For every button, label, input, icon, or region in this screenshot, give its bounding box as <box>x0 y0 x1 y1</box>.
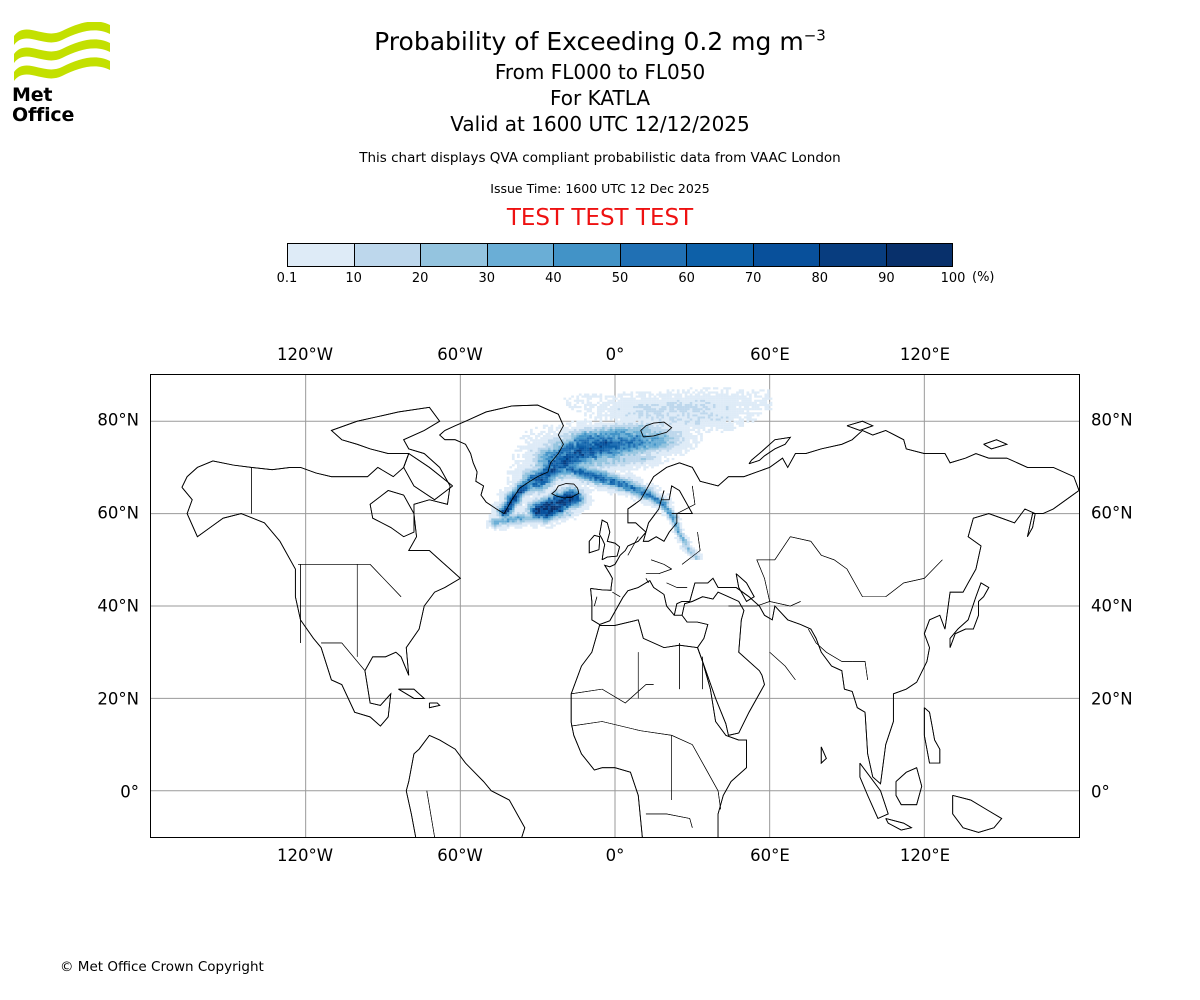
colorbar-tick-60: 60 <box>678 271 695 286</box>
lat-label-left-40°N: 40°N <box>97 596 139 616</box>
colorbar-unit-label: (%) <box>972 270 995 285</box>
lon-label-top-120°W: 120°W <box>276 345 334 364</box>
met-office-logo: Met Office <box>12 22 112 125</box>
colorbar-tick-90: 90 <box>878 271 895 286</box>
colorbar-band-8 <box>820 244 887 266</box>
map-canvas <box>151 375 1079 837</box>
lon-label-bot-0°: 0° <box>605 846 625 865</box>
lat-label-left-60°N: 60°N <box>97 503 139 523</box>
colorbar-band-1 <box>354 244 421 266</box>
colorbar-tick-100: 100 <box>940 271 966 286</box>
title-block: Probability of Exceeding 0.2 mg m−3 From… <box>0 0 1200 232</box>
lon-label-bot-120°E: 120°E <box>899 846 951 865</box>
map-gridlines <box>151 375 1079 837</box>
colorbar-band-0 <box>288 244 355 266</box>
lon-label-top-120°E: 120°E <box>899 345 951 364</box>
flight-levels-line: From FL000 to FL050 <box>494 60 706 84</box>
lat-label-right-80°N: 80°N <box>1091 410 1133 430</box>
world-map-plot[interactable] <box>150 374 1080 838</box>
logo-brand-text: Met Office <box>12 84 75 126</box>
lon-label-top-0°: 0° <box>605 345 625 364</box>
colorbar-tick-20: 20 <box>411 271 429 286</box>
lat-label-right-20°N: 20°N <box>1091 689 1133 709</box>
volcano-line: For KATLA <box>550 86 650 110</box>
colorbar-tick-80: 80 <box>811 271 829 286</box>
lat-label-left-80°N: 80°N <box>97 410 139 430</box>
colorbar-band-6 <box>687 244 754 266</box>
colorbar-tick-50: 50 <box>611 271 629 286</box>
colorbar-tick-40: 40 <box>545 271 562 286</box>
colorbar-band-3 <box>487 244 554 266</box>
page-title-text: Probability of Exceeding 0.2 mg m <box>374 27 804 56</box>
lat-label-right-40°N: 40°N <box>1091 596 1133 616</box>
lon-label-top-60°E: 60°E <box>750 345 790 364</box>
issue-time: Issue Time: 1600 UTC 12 Dec 2025 <box>490 181 710 196</box>
page-title-superscript: −3 <box>803 26 826 45</box>
colorbar-band-5 <box>620 244 687 266</box>
page-title: Probability of Exceeding 0.2 mg m−3 <box>0 25 1200 59</box>
lon-label-bot-60°E: 60°E <box>750 846 790 865</box>
colorbar-tick-70: 70 <box>744 271 762 286</box>
colorbar-tick-10: 10 <box>345 271 362 286</box>
copyright-text: © Met Office Crown Copyright <box>60 959 264 975</box>
ash-probability-field <box>486 387 773 560</box>
map-coastlines-overlay <box>181 404 1079 837</box>
colorbar-tick-30: 30 <box>478 271 496 286</box>
lon-label-bot-60°W: 60°W <box>437 846 483 865</box>
colorbar-tick-0.1: 0.1 <box>276 271 298 286</box>
lon-label-bot-120°W: 120°W <box>276 846 334 865</box>
lon-label-top-60°W: 60°W <box>437 345 483 364</box>
colorbar-band-2 <box>421 244 488 266</box>
qva-note: This chart displays QVA compliant probab… <box>359 150 841 166</box>
colorbar-tick-labels: 0.1 10 20 30 40 50 60 70 80 90 100 <box>277 271 966 293</box>
colorbar: 0.1 10 20 30 40 50 60 70 80 90 100 <box>277 243 966 293</box>
valid-time-line: Valid at 1600 UTC 12/12/2025 <box>450 112 750 136</box>
met-office-waves-icon <box>14 22 110 81</box>
colorbar-band-9 <box>886 244 952 266</box>
lat-label-left-20°N: 20°N <box>97 689 139 709</box>
test-banner: TEST TEST TEST <box>506 205 694 231</box>
colorbar-band-4 <box>554 244 621 266</box>
colorbar-band-7 <box>753 244 820 266</box>
lat-label-right-0°: 0° <box>1091 782 1110 802</box>
lat-label-right-60°N: 60°N <box>1091 503 1133 523</box>
colorbar-gradient <box>287 243 953 267</box>
lat-label-left-0°: 0° <box>120 782 139 802</box>
